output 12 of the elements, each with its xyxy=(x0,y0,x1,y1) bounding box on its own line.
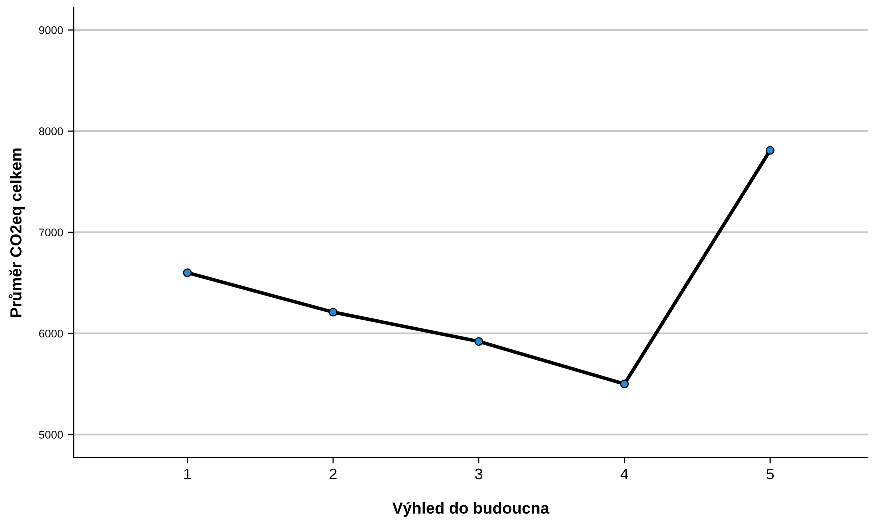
x-tick-label: 5 xyxy=(766,468,774,480)
x-tick-label: 3 xyxy=(475,468,483,480)
x-axis-title: Výhled do budoucna xyxy=(392,502,550,518)
y-tick-label: 7000 xyxy=(39,228,64,237)
y-tick-label: 6000 xyxy=(39,330,64,338)
y-axis-title: Průměr CO2eq celkem xyxy=(8,148,25,318)
x-tick-label: 4 xyxy=(620,468,628,480)
y-tick-label: 9000 xyxy=(39,26,64,34)
x-tick-label: 1 xyxy=(184,468,192,480)
y-tick-label: 5000 xyxy=(39,431,64,439)
y-tick-label: 8000 xyxy=(39,128,64,136)
x-tick-label: 2 xyxy=(330,468,337,480)
